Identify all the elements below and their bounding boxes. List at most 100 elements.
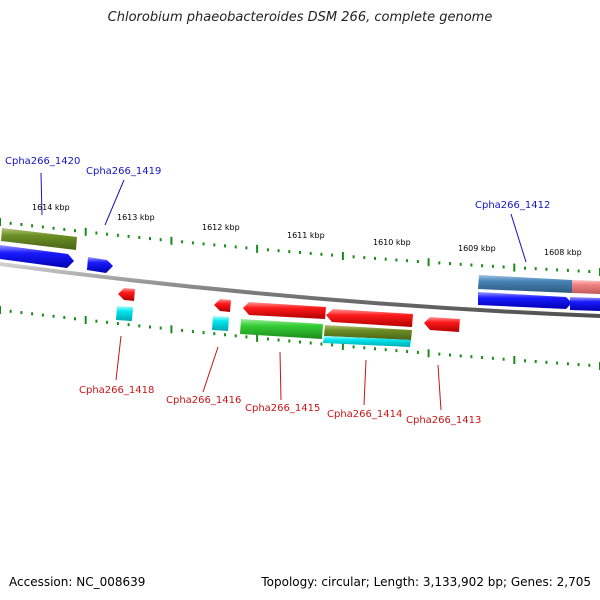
- gene-label-cpha266-1414[interactable]: Cpha266_1414: [327, 409, 402, 420]
- lower-ruler-tick: [374, 347, 376, 351]
- upper-ruler-tick: [84, 227, 87, 236]
- upper-ruler-tick: [191, 241, 194, 245]
- gene-cpha266-1411[interactable]: [570, 297, 600, 311]
- lower-ruler-tick: [224, 333, 226, 337]
- upper-ruler-tick: [224, 244, 226, 248]
- lower-ruler-tick: [534, 360, 537, 363]
- upper-ruler-tick: [513, 263, 516, 272]
- upper-ruler-tick: [459, 262, 462, 266]
- gene-cpha266-1418[interactable]: [118, 288, 135, 301]
- gene-cpha266-1412[interactable]: [478, 292, 572, 309]
- lower-ruler-tick: [545, 360, 548, 364]
- lower-ruler-tick: [170, 325, 173, 334]
- gene-cpha266-1411-upper[interactable]: [572, 280, 600, 294]
- upper-ruler-tick: [106, 232, 109, 236]
- gene-cpha266-1415-lower[interactable]: [240, 319, 323, 339]
- upper-ruler-tick: [245, 246, 248, 250]
- lower-ruler-tick: [149, 325, 151, 329]
- upper-ruler-tick: [341, 252, 344, 260]
- gene-label-cpha266-1419[interactable]: Cpha266_1419: [86, 166, 161, 177]
- lower-ruler-tick: [127, 323, 130, 327]
- lower-ruler-tick: [502, 357, 505, 361]
- lower-ruler-tick: [320, 342, 323, 346]
- gene-cpha266-1420[interactable]: [0, 245, 74, 268]
- upper-ruler-tick: [374, 256, 376, 260]
- forward-leader-lines: [40, 172, 527, 263]
- gene-cpha266-1418-lower[interactable]: [116, 306, 133, 321]
- lower-ruler-tick: [138, 324, 141, 328]
- upper-ruler-tick: [384, 257, 387, 261]
- gene-label-cpha266-1416[interactable]: Cpha266_1416: [166, 395, 241, 406]
- lower-ruler-tick: [459, 354, 462, 358]
- upper-ruler-tick: [31, 224, 34, 228]
- gene-cpha266-1413[interactable]: [424, 317, 460, 332]
- gene-label-cpha266-1418[interactable]: Cpha266_1418: [79, 385, 154, 396]
- lower-ruler-tick: [566, 362, 569, 366]
- upper-ruler-tick: [299, 251, 301, 254]
- scale-labels: 1614 kbp 1613 kbp 1612 kbp 1611 kbp 1610…: [32, 203, 582, 257]
- lower-ruler-tick: [363, 346, 366, 350]
- upper-ruler-tick: [138, 236, 141, 239]
- upper-ruler-tick: [74, 229, 76, 233]
- upper-ruler-tick: [524, 266, 526, 270]
- lower-ruler-tick: [0, 306, 1, 314]
- lower-ruler-tick: [266, 337, 269, 341]
- gene-cpha266-1419[interactable]: [87, 257, 113, 273]
- lower-ruler-tick: [31, 312, 34, 316]
- gene-cpha266-1415[interactable]: [243, 302, 326, 319]
- lower-ruler-tick: [309, 341, 312, 345]
- lower-ruler-tick: [395, 349, 398, 353]
- upper-ruler-tick: [20, 223, 23, 226]
- lower-ruler-tick: [288, 339, 291, 343]
- lower-ruler-tick: [20, 311, 23, 315]
- upper-ruler-tick: [577, 269, 580, 273]
- scale-label-1613: 1613 kbp: [117, 213, 155, 222]
- gene-label-cpha266-1420[interactable]: Cpha266_1420: [5, 156, 80, 167]
- lower-ruler-tick: [106, 320, 109, 324]
- scale-label-1609: 1609 kbp: [458, 244, 496, 253]
- gene-label-cpha266-1415[interactable]: Cpha266_1415: [245, 403, 320, 414]
- gene-cpha266-1412-upper[interactable]: [478, 275, 572, 293]
- gene-cpha266-1414-lower[interactable]: [324, 325, 412, 340]
- lower-ruler-tick: [588, 363, 591, 367]
- scale-label-1611: 1611 kbp: [287, 231, 325, 240]
- lower-ruler-tick: [449, 353, 451, 357]
- gene-label-cpha266-1412[interactable]: Cpha266_1412: [475, 200, 550, 211]
- genome-summary-text: Topology: circular; Length: 3,133,902 bp…: [261, 575, 591, 589]
- upper-ruler-tick: [277, 249, 280, 253]
- lower-ruler-tick: [202, 331, 205, 335]
- upper-ruler-tick: [95, 231, 98, 235]
- genome-backbone: [0, 262, 600, 318]
- lower-ruler-tick: [416, 350, 419, 354]
- lower-ruler-tick: [427, 349, 430, 358]
- lower-ruler-tick: [74, 317, 76, 321]
- upper-ruler-tick: [213, 243, 216, 247]
- upper-ruler-tick: [41, 225, 44, 229]
- gene-cpha266-1416[interactable]: [214, 299, 231, 312]
- scale-label-1612: 1612 kbp: [202, 223, 240, 232]
- lower-ruler-tick: [341, 341, 344, 350]
- gene-cpha266-1420-upper[interactable]: [1, 228, 77, 250]
- lower-ruler-tick: [481, 356, 484, 359]
- upper-ruler-tick: [181, 240, 184, 244]
- upper-ruler-tick: [52, 226, 55, 230]
- lower-ruler-tick: [9, 309, 12, 313]
- gene-cpha266-1414-lower-cyan[interactable]: [323, 336, 411, 347]
- upper-ruler-tick: [127, 234, 130, 238]
- accession-text: Accession: NC_008639: [9, 575, 146, 589]
- lower-ruler-tick: [52, 314, 55, 318]
- gene-cpha266-1414[interactable]: [326, 309, 413, 327]
- gene-label-cpha266-1413[interactable]: Cpha266_1413: [406, 415, 481, 426]
- upper-ruler-tick: [149, 237, 151, 241]
- lower-ruler-tick: [63, 316, 66, 319]
- lower-ruler-tick: [299, 340, 301, 344]
- upper-ruler-tick: [331, 253, 334, 257]
- scale-label-1608: 1608 kbp: [544, 248, 582, 257]
- upper-ruler-tick: [491, 264, 494, 268]
- gene-cpha266-1416-lower[interactable]: [212, 316, 229, 331]
- lower-ruler-tick: [277, 338, 280, 342]
- upper-ruler-tick: [416, 260, 419, 263]
- lower-ruler-tick: [245, 335, 248, 339]
- lower-ruler-tick: [234, 334, 237, 338]
